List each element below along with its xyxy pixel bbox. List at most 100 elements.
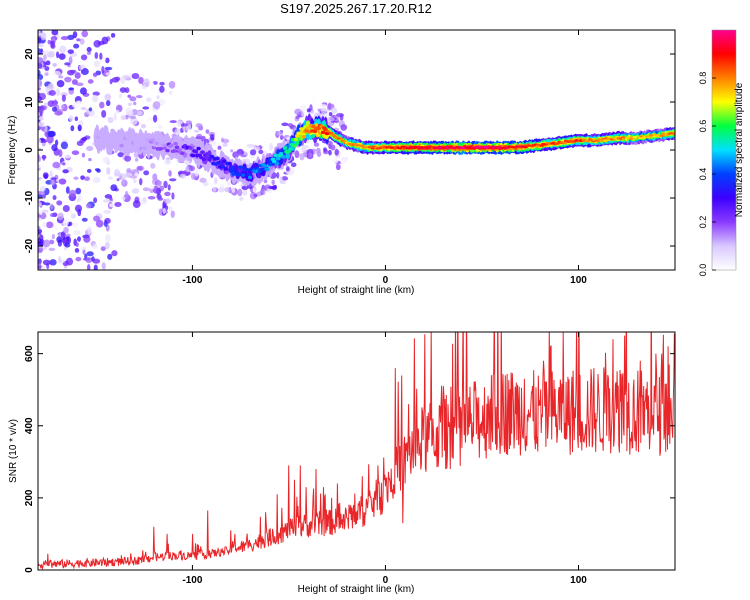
spectrogram-noise-blob — [93, 40, 101, 48]
colorbar: 0.0 0.2 0.4 0.6 0.8 Normalized spectral ampl… — [698, 29, 745, 276]
spectrogram-ridge-cell — [316, 126, 322, 131]
spectrogram-ridge-cell — [150, 138, 155, 142]
spectrogram-noise-blob — [171, 192, 175, 200]
spectrogram-noise-blob — [58, 53, 66, 60]
spectrogram-noise-blob — [38, 194, 43, 198]
spectrogram-noise-blob — [42, 172, 49, 179]
spectrogram-noise-blob — [86, 168, 92, 174]
spectrogram-noise-blob — [67, 49, 74, 54]
spectrogram-ridge-cell — [180, 151, 185, 156]
spectrogram-noise-blob — [180, 123, 189, 127]
spectrogram-noise-blob — [38, 210, 43, 216]
spectrogram-noise-blob — [117, 82, 121, 87]
spectrogram-noise-blob — [263, 179, 268, 184]
spectrogram-noise-blob — [261, 188, 266, 196]
spectrogram-noise-blob — [290, 162, 297, 168]
spectrogram-ridge-cell — [301, 134, 307, 139]
spectrogram-noise-blob — [164, 191, 171, 197]
spectrogram-ridge-cell — [339, 138, 345, 141]
spectrogram-noise-blob — [286, 136, 291, 141]
spectrogram-noise-blob — [82, 248, 86, 255]
spectrogram-noise-blob — [48, 90, 56, 96]
spectrogram-ridge-cell — [247, 175, 253, 180]
spectrogram-noise-blob — [169, 178, 177, 182]
spectrogram-y-ticks: -20 -10 0 10 20 — [24, 48, 675, 253]
spectrogram-noise-blob — [295, 115, 300, 120]
spectrogram-ridge-cell — [240, 173, 246, 177]
spectrogram-ridge-cell — [209, 154, 215, 159]
spectrogram-noise-blob — [326, 116, 335, 122]
spectrogram-noise-blob — [81, 217, 88, 222]
snr-y-ticks: 0 200 400 600 — [24, 345, 675, 573]
spectrogram-ridge-cell — [136, 137, 142, 141]
spectrogram-ridge-cell — [207, 157, 212, 162]
spectrogram-ridge-cell — [245, 167, 250, 172]
spectrogram-noise-blob — [336, 113, 344, 118]
spectrogram-noise-blob — [143, 78, 150, 87]
spectrogram-noise-blob — [58, 149, 63, 158]
spectrogram-noise-blob — [60, 36, 69, 41]
spectrogram-noise-blob — [54, 110, 63, 116]
spectrogram-noise-blob — [66, 34, 75, 40]
spectrogram-noise-blob — [92, 258, 101, 264]
spectrogram-noise-blob — [42, 50, 50, 55]
spectrogram-noise-blob — [199, 177, 207, 183]
spectrogram-noise-blob — [38, 48, 43, 55]
spectrogram-noise-blob — [38, 190, 46, 196]
spectrogram-noise-blob — [240, 154, 247, 158]
spectrogram-noise-blob — [94, 52, 99, 59]
spectrogram-noise-blob — [40, 32, 47, 41]
spectrogram-noise-blob — [107, 43, 114, 47]
spectrogram-noise-blob — [119, 87, 127, 93]
spectrogram-noise-blob — [101, 262, 106, 270]
spectrogram-noise-blob — [164, 198, 172, 204]
spectrogram-noise-blob — [214, 177, 218, 185]
spectrogram-noise-blob — [75, 187, 82, 195]
spectrogram-noise-blob — [62, 219, 69, 227]
spectrogram-ridge-cell — [293, 137, 299, 142]
spectrogram-noise-blob — [131, 188, 140, 194]
spectrogram-noise-blob — [342, 157, 348, 164]
spectrogram-noise-blob — [156, 180, 162, 186]
spectrogram-noise-blob — [152, 80, 158, 85]
spectrogram-noise-blob — [328, 112, 333, 117]
spectrogram-noise-blob — [81, 30, 89, 38]
spectrogram-ridge-cell — [107, 141, 112, 145]
spectrogram-noise-blob — [58, 75, 64, 79]
spectrogram-noise-blob — [230, 149, 234, 153]
spectrogram-noise-blob — [77, 236, 81, 242]
spectrogram-noise-blob — [246, 143, 255, 148]
spectrogram-noise-blob — [42, 139, 48, 144]
spectrogram-ridge-cell — [165, 148, 170, 153]
spectrogram-noise-blob — [38, 116, 45, 121]
spectrogram-noise-blob — [140, 198, 148, 205]
spectrogram-noise-blob — [85, 257, 93, 264]
spectrogram-ridge-cell — [196, 146, 201, 151]
spectrogram-noise-blob — [220, 137, 225, 143]
spectrogram-noise-blob — [92, 243, 98, 250]
spectrogram-noise-blob — [113, 168, 121, 177]
spectrogram-noise-blob — [99, 52, 103, 60]
spectrogram-noise-blob — [310, 98, 316, 104]
spectrogram-ridge-cell — [311, 124, 316, 129]
spectrogram-ridge-cell — [201, 157, 207, 162]
spectrogram-noise-blob — [57, 212, 64, 221]
spectrogram-ridge-cell — [295, 134, 300, 138]
spectrogram-ridge-cell — [131, 134, 136, 142]
spectrogram-noise-blob — [38, 262, 42, 269]
spectrogram-noise-blob — [117, 162, 122, 171]
spectrogram-noise-blob — [68, 221, 73, 227]
spectrogram-noise-blob — [105, 233, 111, 242]
spectrogram-noise-blob — [68, 87, 75, 91]
spectrogram-noise-blob — [70, 213, 77, 219]
spectrogram-noise-blob — [327, 102, 332, 110]
spectrogram-noise-blob — [133, 101, 137, 106]
spectrogram-noise-blob — [58, 62, 62, 70]
spectrogram-noise-blob — [227, 181, 231, 186]
spectrogram-noise-blob — [101, 36, 109, 45]
spectrogram-noise-blob — [92, 72, 98, 77]
spectrogram-noise-blob — [38, 88, 46, 94]
spectrogram-noise-blob — [237, 188, 243, 197]
snr-panel: -100 0 100 0 200 400 600 Height of straight l… — [8, 331, 676, 595]
spectrogram-noise-blob — [80, 246, 87, 251]
